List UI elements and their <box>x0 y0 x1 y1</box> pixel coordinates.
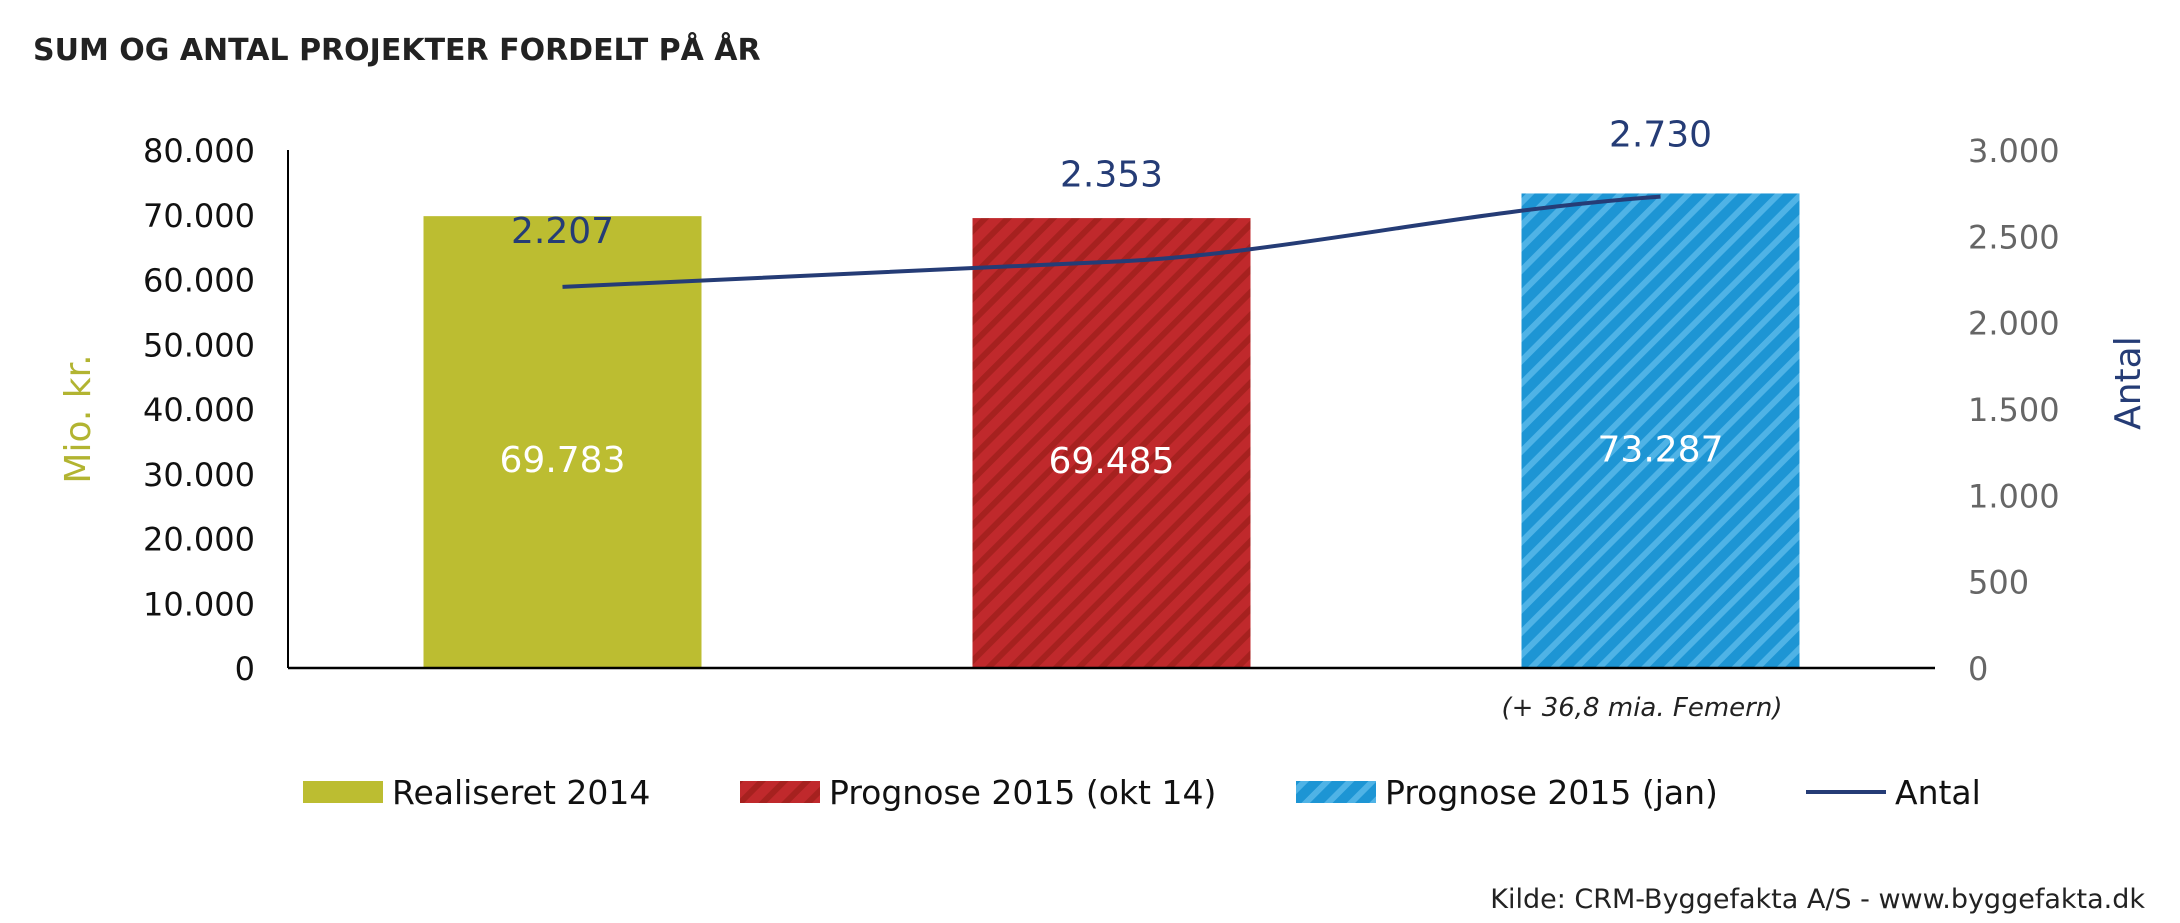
legend: Realiseret 2014 Prognose 2015 (okt 14) Pro… <box>303 773 1981 812</box>
legend-swatch <box>303 781 383 803</box>
right-tick-label: 0 <box>1968 650 1988 688</box>
legend-swatch <box>740 781 820 803</box>
left-tick-label: 70.000 <box>143 197 255 235</box>
bar-3 <box>1521 193 1800 668</box>
antal-value-label: 2.207 <box>511 211 614 252</box>
left-tick-label: 60.000 <box>143 262 255 300</box>
right-tick-label: 2.000 <box>1968 305 2060 343</box>
source-note: Kilde: CRM-Byggefakta A/S - www.byggefak… <box>1490 884 2145 915</box>
bar-value-label: 69.485 <box>1049 441 1175 482</box>
right-tick-label: 1.500 <box>1968 391 2060 429</box>
antal-value-label: 2.730 <box>1609 115 1712 156</box>
bar-value-label: 73.287 <box>1598 430 1724 471</box>
right-axis-label: Antal <box>2108 336 2149 430</box>
left-tick-label: 30.000 <box>143 456 255 494</box>
chart-title: SUM OG ANTAL PROJEKTER FORDELT PÅ ÅR <box>33 31 761 68</box>
right-axis-ticks: 0 500 1.000 1.500 2.000 2.500 3.000 <box>1968 132 2060 688</box>
antal-value-label: 2.353 <box>1060 155 1163 196</box>
right-tick-label: 1.000 <box>1968 477 2060 515</box>
left-tick-label: 80.000 <box>143 132 255 170</box>
legend-label: Realiseret 2014 <box>392 773 650 812</box>
left-tick-label: 50.000 <box>143 326 255 364</box>
right-tick-label: 3.000 <box>1968 132 2060 170</box>
right-tick-label: 2.500 <box>1968 218 2060 256</box>
legend-label: Antal <box>1895 773 1981 812</box>
left-tick-label: 10.000 <box>143 585 255 623</box>
bar-value-label: 69.783 <box>500 440 626 481</box>
right-tick-label: 500 <box>1968 564 2029 602</box>
antal-line-group: 2.207 2.353 2.730 <box>511 115 1712 289</box>
left-axis-ticks: 0 10.000 20.000 30.000 40.000 50.000 60.000 70.… <box>143 132 255 688</box>
left-tick-label: 20.000 <box>143 521 255 559</box>
bar-1 <box>423 216 702 668</box>
legend-label: Prognose 2015 (okt 14) <box>829 773 1216 812</box>
legend-label: Prognose 2015 (jan) <box>1385 773 1718 812</box>
left-tick-label: 0 <box>235 650 255 688</box>
bar-2 <box>972 218 1251 668</box>
legend-swatch <box>1296 781 1376 803</box>
femern-annotation: (+ 36,8 mia. Femern) <box>1502 693 1783 723</box>
left-axis-label: Mio. kr. <box>58 354 99 483</box>
bars-group: 69.783 69.485 73.287 <box>423 193 1800 668</box>
left-tick-label: 40.000 <box>143 391 255 429</box>
